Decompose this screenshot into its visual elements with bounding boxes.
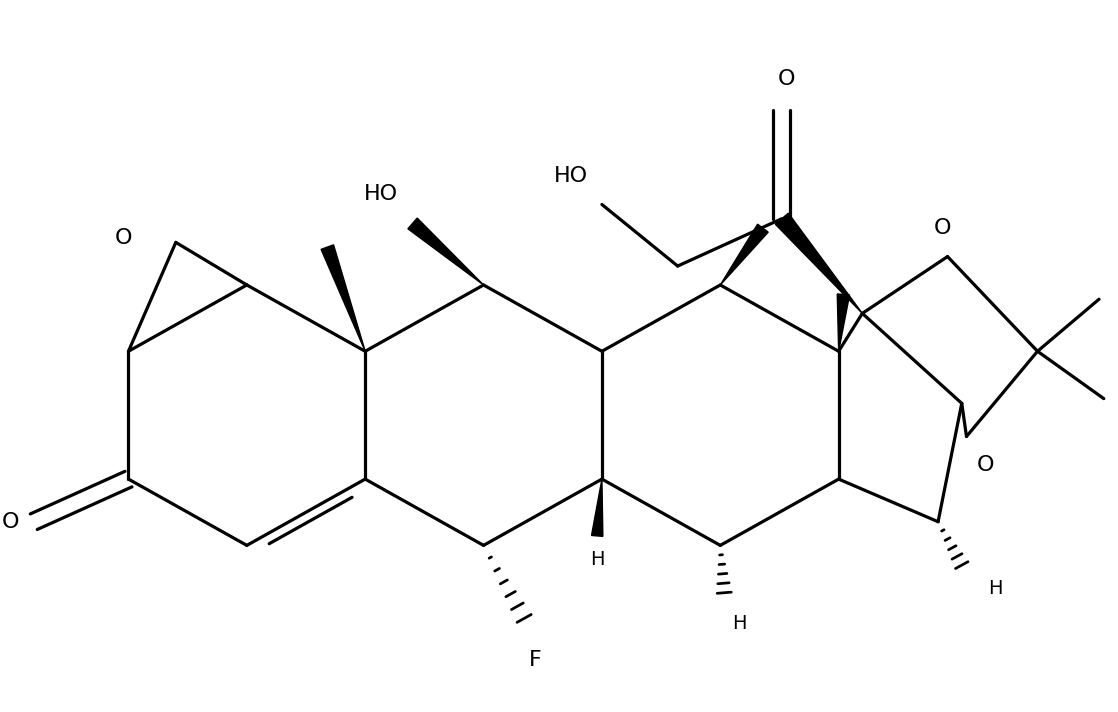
Text: O: O	[2, 512, 19, 532]
Polygon shape	[591, 479, 603, 536]
Polygon shape	[408, 218, 484, 285]
Text: HO: HO	[553, 166, 588, 186]
Polygon shape	[776, 213, 862, 313]
Text: O: O	[778, 69, 795, 89]
Text: H: H	[987, 579, 1002, 597]
Polygon shape	[837, 294, 850, 351]
Text: H: H	[732, 614, 747, 632]
Text: HO: HO	[364, 184, 398, 204]
Text: O: O	[934, 218, 951, 238]
Text: F: F	[529, 649, 542, 669]
Text: H: H	[590, 550, 605, 569]
Polygon shape	[720, 224, 768, 285]
Text: O: O	[977, 456, 994, 476]
Text: O: O	[115, 228, 132, 248]
Polygon shape	[321, 245, 366, 351]
